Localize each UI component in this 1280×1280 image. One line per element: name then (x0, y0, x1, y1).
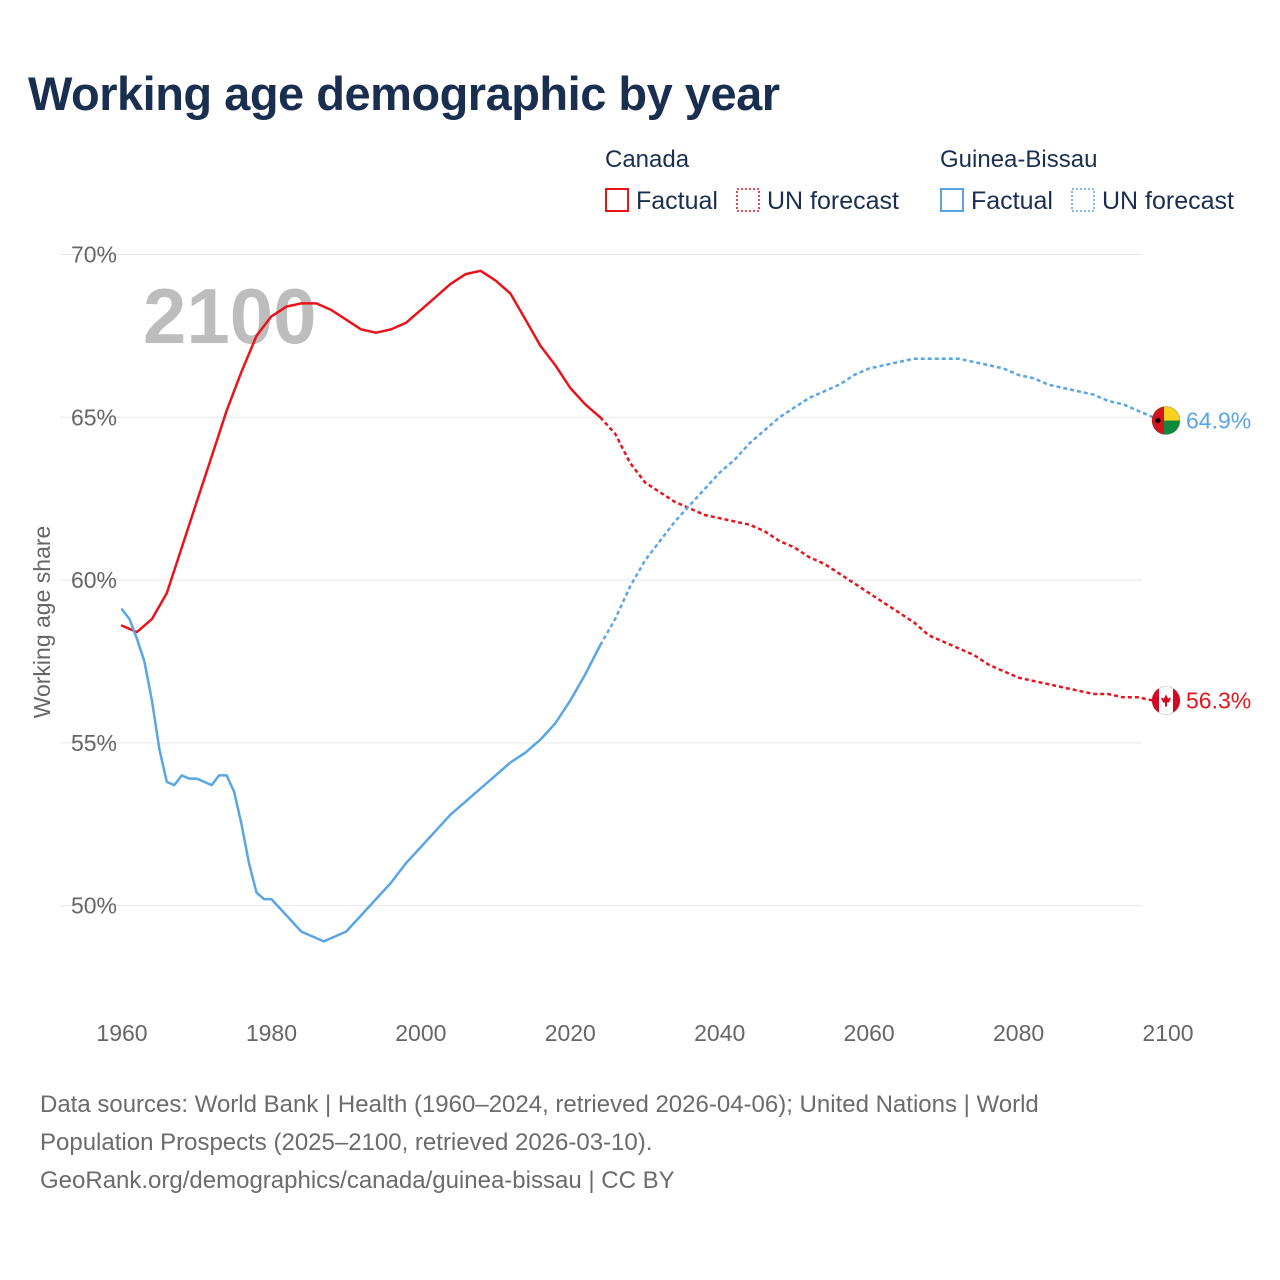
legend-swatch (1071, 188, 1095, 212)
x-tick-label: 2060 (844, 1020, 895, 1046)
source-line-2: Population Prospects (2025–2100, retriev… (40, 1129, 653, 1156)
x-tick-label: 2100 (1142, 1020, 1193, 1046)
legend-group-guinea-bissau[interactable]: Guinea-Bissau Factual UN forecast (940, 146, 1234, 215)
end-value-label: 56.3% (1186, 688, 1251, 714)
legend-item-canada-un-forecast[interactable]: UN forecast (736, 187, 899, 215)
y-tick-label: 70% (71, 242, 117, 268)
y-tick-label: 60% (71, 567, 117, 593)
legend-group-title: Guinea-Bissau (940, 146, 1097, 173)
x-tick-label: 2000 (395, 1020, 446, 1046)
source-attribution: GeoRank.org/demographics/canada/guinea-b… (40, 1167, 675, 1194)
x-tick-label: 2080 (993, 1020, 1044, 1046)
canada-flag-icon (1152, 686, 1180, 715)
y-tick-label: 65% (71, 404, 117, 430)
canada-factual-line (120, 269, 602, 634)
canada-forecast-line (599, 416, 1168, 702)
legend-swatch (605, 188, 629, 212)
legend-item-canada-factual[interactable]: Factual (605, 187, 718, 215)
legend-label: Factual (971, 187, 1053, 215)
series-lines (120, 269, 1169, 943)
source-line-1: Data sources: World Bank | Health (1960–… (40, 1091, 1039, 1118)
x-axis: 1960 1980 2000 2020 2040 2060 2080 2100 (96, 1020, 1193, 1046)
y-axis-title: Working age share (29, 526, 55, 719)
legend-label: UN forecast (1102, 187, 1234, 215)
end-value-label: 64.9% (1186, 408, 1251, 434)
y-axis: 50% 55% 60% 65% 70% (71, 242, 117, 919)
chart-title: Working age demographic by year (28, 67, 780, 120)
x-tick-label: 1960 (96, 1020, 147, 1046)
legend-swatch (736, 188, 760, 212)
x-tick-label: 1980 (246, 1020, 297, 1046)
legend-label: Factual (636, 187, 718, 215)
legend-label: UN forecast (767, 187, 899, 215)
legend-swatch (940, 188, 964, 212)
guinea-bissau-flag-icon (1152, 406, 1180, 435)
guinea-bissau-factual-line (120, 608, 602, 943)
x-tick-label: 2020 (545, 1020, 596, 1046)
data-sources: Data sources: World Bank | Health (1960–… (40, 1086, 1240, 1200)
y-tick-label: 50% (71, 893, 117, 919)
y-tick-label: 55% (71, 730, 117, 756)
guinea-bissau-forecast-line (599, 357, 1169, 646)
x-tick-label: 2040 (694, 1020, 745, 1046)
end-markers: 56.3% 64.9% (1151, 406, 1251, 716)
year-indicator: 2100 (143, 272, 317, 360)
legend-item-guinea-bissau-factual[interactable]: Factual (940, 187, 1053, 215)
legend-item-guinea-bissau-un-forecast[interactable]: UN forecast (1071, 187, 1234, 215)
legend-group-title: Canada (605, 146, 690, 173)
legend-group-canada[interactable]: Canada Factual UN forecast (605, 146, 899, 215)
